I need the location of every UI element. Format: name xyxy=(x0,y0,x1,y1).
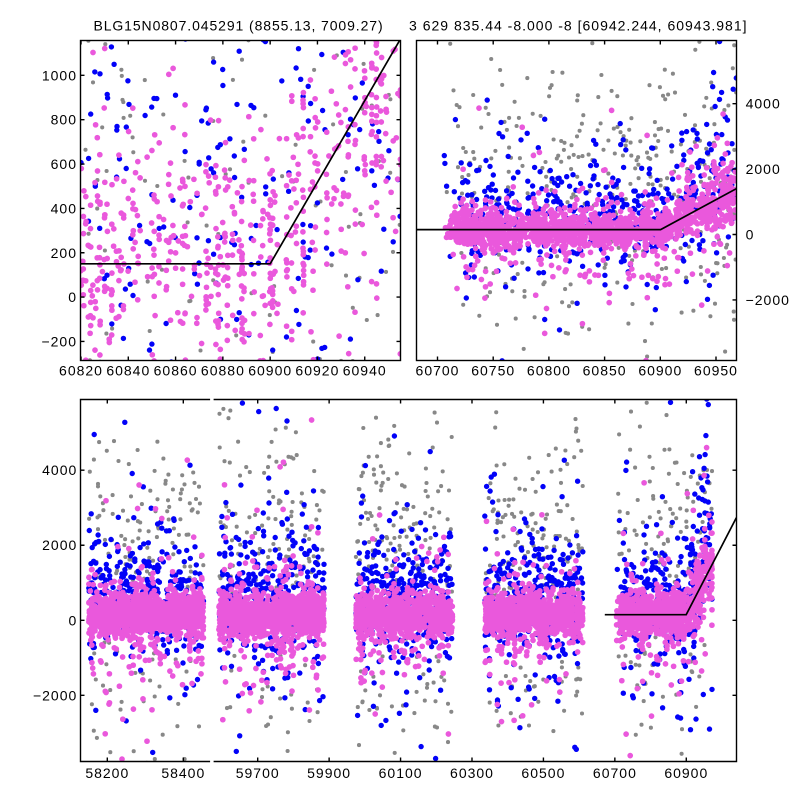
svg-text:60100: 60100 xyxy=(379,765,423,781)
svg-text:60850: 60850 xyxy=(583,363,627,379)
svg-text:200: 200 xyxy=(51,245,77,261)
svg-text:2000: 2000 xyxy=(746,161,781,177)
svg-text:2000: 2000 xyxy=(42,537,77,553)
svg-text:60500: 60500 xyxy=(521,765,565,781)
svg-text:60900: 60900 xyxy=(248,363,292,379)
svg-text:1000: 1000 xyxy=(42,67,77,83)
svg-text:60300: 60300 xyxy=(450,765,494,781)
svg-text:60820: 60820 xyxy=(59,363,103,379)
svg-text:60860: 60860 xyxy=(154,363,198,379)
svg-text:−200: −200 xyxy=(41,334,77,350)
svg-text:60800: 60800 xyxy=(527,363,571,379)
svg-text:60900: 60900 xyxy=(638,363,682,379)
svg-text:−2000: −2000 xyxy=(33,687,77,703)
svg-text:400: 400 xyxy=(51,200,77,216)
svg-text:0: 0 xyxy=(746,227,755,243)
svg-text:58400: 58400 xyxy=(161,765,205,781)
svg-text:−2000: −2000 xyxy=(746,292,790,308)
svg-text:800: 800 xyxy=(51,112,77,128)
svg-text:4000: 4000 xyxy=(746,96,781,112)
svg-text:59900: 59900 xyxy=(307,765,351,781)
svg-text:4000: 4000 xyxy=(42,462,77,478)
svg-text:0: 0 xyxy=(69,612,78,628)
svg-text:60700: 60700 xyxy=(416,363,460,379)
svg-text:60920: 60920 xyxy=(295,363,339,379)
svg-text:3 629 835.44 -8.000 -8 [60942.: 3 629 835.44 -8.000 -8 [60942.244, 60943… xyxy=(409,18,747,34)
svg-text:0: 0 xyxy=(68,289,77,305)
svg-text:58200: 58200 xyxy=(85,765,129,781)
svg-text:60700: 60700 xyxy=(593,765,637,781)
svg-text:60840: 60840 xyxy=(106,363,150,379)
svg-text:60750: 60750 xyxy=(471,363,515,379)
svg-text:60940: 60940 xyxy=(343,363,387,379)
svg-text:60950: 60950 xyxy=(694,363,738,379)
svg-text:BLG15N0807.045291 (8855.13, 70: BLG15N0807.045291 (8855.13, 7009.27) xyxy=(93,18,383,34)
svg-text:600: 600 xyxy=(51,156,77,172)
svg-text:59700: 59700 xyxy=(236,765,280,781)
svg-text:60900: 60900 xyxy=(664,765,708,781)
svg-text:60880: 60880 xyxy=(201,363,245,379)
